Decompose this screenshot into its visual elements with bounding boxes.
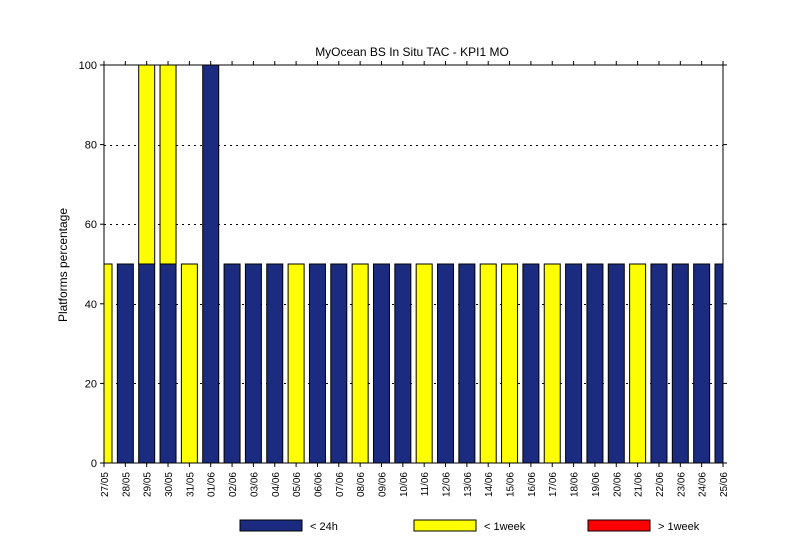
x-tick-label: 18/06 — [570, 472, 581, 497]
bar — [116, 263, 134, 463]
x-tick-label: 20/06 — [612, 472, 623, 497]
x-tick-label: 29/05 — [143, 472, 154, 497]
x-tick-label: 07/06 — [335, 472, 346, 497]
legend-swatch — [413, 519, 477, 532]
x-tick-label: 04/06 — [271, 472, 282, 497]
bar — [671, 263, 689, 463]
x-tick-label: 23/06 — [676, 472, 687, 497]
bar — [714, 263, 723, 463]
x-tick-label: 01/06 — [207, 472, 218, 497]
x-tick-label: 30/05 — [164, 472, 175, 497]
x-tick-label: 08/06 — [356, 472, 367, 497]
bar — [543, 263, 561, 463]
x-tick-label: 24/06 — [698, 472, 709, 497]
legend-label: < 1week — [484, 521, 526, 533]
y-tick-label: 60 — [85, 219, 97, 231]
y-ticks: 0 20 40 60 80 100 — [79, 60, 727, 470]
bar — [437, 263, 455, 463]
plot-frame — [103, 64, 724, 464]
x-tick-label: 02/06 — [228, 472, 239, 497]
x-tick-label: 11/06 — [420, 472, 431, 497]
bar — [330, 263, 348, 463]
bar — [244, 263, 262, 463]
x-tick-label: 27/05 — [100, 472, 111, 497]
x-tick-label: 03/06 — [249, 472, 260, 497]
x-tick-label: 16/06 — [527, 472, 538, 497]
bar — [586, 263, 604, 463]
bar — [287, 263, 305, 463]
y-tick-label: 80 — [85, 140, 97, 152]
bar — [607, 263, 625, 463]
legend-swatch — [239, 519, 303, 532]
x-ticks: 27/05 28/05 29/05 30/05 31/05 01/06 02/06 03/06… — [100, 61, 730, 497]
bar — [501, 263, 519, 463]
bar — [650, 263, 668, 463]
bar — [223, 263, 241, 463]
legend-label: > 1week — [658, 521, 700, 533]
bar — [415, 263, 433, 463]
legend-label: < 24h — [310, 521, 338, 533]
x-tick-label: 21/06 — [634, 472, 645, 497]
x-tick-label: 05/06 — [292, 472, 303, 497]
x-tick-label: 25/06 — [719, 472, 730, 497]
bar — [372, 263, 390, 463]
bar — [180, 263, 198, 463]
x-tick-label: 09/06 — [377, 472, 388, 497]
legend: < 24h < 1week > 1week — [239, 519, 700, 533]
bar — [159, 65, 177, 265]
x-tick-label: 17/06 — [548, 472, 559, 497]
bar — [308, 263, 326, 463]
y-tick-label: 40 — [85, 299, 97, 311]
x-tick-label: 14/06 — [484, 472, 495, 497]
x-tick-label: 13/06 — [463, 472, 474, 497]
chart-title: MyOcean BS In Situ TAC - KPI1 MO — [315, 45, 509, 59]
bar — [693, 263, 711, 463]
y-axis-label: Platforms percentage — [56, 208, 70, 322]
bar — [202, 65, 220, 463]
bar — [159, 263, 177, 463]
x-tick-label: 12/06 — [442, 472, 453, 497]
y-tick-label: 100 — [79, 60, 97, 72]
bar — [629, 263, 647, 463]
x-tick-label: 31/05 — [185, 472, 196, 497]
legend-swatch — [587, 519, 651, 532]
bar — [522, 263, 540, 463]
bar — [138, 65, 156, 265]
x-tick-label: 22/06 — [655, 472, 666, 497]
x-tick-label: 28/05 — [121, 472, 132, 497]
bar — [565, 263, 583, 463]
bar — [266, 263, 284, 463]
bar — [138, 263, 156, 463]
x-tick-label: 10/06 — [399, 472, 410, 497]
x-tick-label: 15/06 — [506, 472, 517, 497]
bar — [351, 263, 369, 463]
bars — [104, 65, 723, 463]
bar — [104, 263, 113, 463]
y-tick-label: 20 — [85, 378, 97, 390]
y-tick-label: 0 — [91, 458, 97, 470]
bar — [479, 263, 497, 463]
x-tick-label: 19/06 — [591, 472, 602, 497]
bar — [394, 263, 412, 463]
bar — [458, 263, 476, 463]
x-tick-label: 06/06 — [313, 472, 324, 497]
